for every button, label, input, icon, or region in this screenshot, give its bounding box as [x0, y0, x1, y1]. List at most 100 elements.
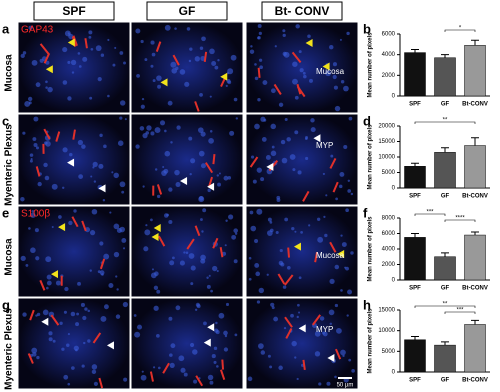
- nucleus: [269, 365, 273, 369]
- nucleus: [254, 63, 257, 66]
- bar: [464, 145, 486, 189]
- nucleus: [46, 280, 52, 286]
- red-signal: [162, 362, 170, 374]
- nucleus: [73, 209, 77, 213]
- nucleus: [267, 217, 272, 222]
- nucleus: [339, 38, 342, 41]
- red-signal: [204, 162, 214, 174]
- bar: [404, 52, 426, 97]
- nucleus: [294, 230, 297, 233]
- nucleus: [48, 337, 53, 342]
- nucleus: [30, 212, 36, 218]
- nucleus: [345, 208, 349, 213]
- nucleus: [80, 302, 85, 308]
- nucleus: [88, 35, 92, 39]
- nucleus: [250, 45, 253, 48]
- nucleus: [27, 96, 33, 102]
- nucleus: [103, 253, 110, 260]
- nucleus: [335, 197, 338, 201]
- panel-letter: f: [363, 205, 368, 220]
- nucleus: [113, 251, 120, 258]
- nucleus: [78, 65, 82, 68]
- nucleus: [116, 288, 119, 291]
- nucleus: [45, 80, 48, 84]
- nucleus: [297, 303, 300, 307]
- nucleus: [185, 251, 189, 255]
- nucleus: [282, 29, 286, 33]
- nucleus: [211, 354, 216, 359]
- nucleus: [169, 260, 175, 266]
- nucleus: [145, 131, 150, 135]
- nucleus: [112, 63, 116, 67]
- nucleus: [227, 80, 232, 85]
- red-signal: [98, 377, 104, 389]
- nucleus: [119, 51, 124, 55]
- y-tick-label: 0: [392, 370, 396, 376]
- nucleus: [77, 281, 81, 286]
- nucleus: [230, 54, 237, 61]
- red-signal: [72, 129, 76, 140]
- nucleus: [87, 339, 91, 343]
- red-signal: [39, 279, 46, 291]
- arrowhead: [203, 338, 211, 347]
- nucleus: [286, 265, 291, 270]
- nucleus: [20, 255, 26, 261]
- nucleus: [223, 330, 228, 336]
- nucleus: [45, 141, 51, 147]
- nucleus: [179, 260, 185, 266]
- nucleus: [258, 343, 264, 349]
- nucleus: [299, 68, 304, 73]
- nucleus: [209, 48, 215, 55]
- nucleus: [156, 194, 161, 199]
- nucleus: [346, 314, 349, 317]
- nucleus: [67, 96, 72, 101]
- nucleus: [206, 284, 211, 289]
- row-label: Mucosa: [4, 54, 15, 92]
- nucleus: [225, 219, 228, 222]
- nucleus: [275, 230, 279, 235]
- nucleus: [172, 256, 175, 260]
- nucleus: [37, 181, 42, 187]
- arrowhead: [180, 176, 188, 185]
- red-signal: [219, 246, 224, 258]
- nucleus: [319, 316, 325, 321]
- nucleus: [167, 100, 173, 106]
- nucleus: [119, 100, 126, 106]
- nucleus: [226, 72, 230, 75]
- nucleus: [133, 314, 137, 317]
- nucleus: [225, 84, 228, 88]
- nucleus: [122, 247, 126, 250]
- bar: [464, 45, 486, 97]
- nucleus: [87, 309, 91, 313]
- nucleus: [81, 364, 85, 368]
- red-signal: [284, 274, 294, 286]
- nucleus: [75, 348, 78, 352]
- nucleus: [209, 380, 214, 385]
- nucleus: [28, 227, 31, 230]
- nucleus: [267, 354, 271, 358]
- nucleus: [71, 366, 75, 370]
- red-signal: [302, 359, 306, 371]
- significance-label: ****: [455, 216, 465, 222]
- nucleus: [156, 289, 161, 294]
- bar: [404, 166, 426, 189]
- bar: [434, 57, 456, 97]
- nucleus: [276, 198, 281, 203]
- error-bar: [441, 341, 449, 346]
- nucleus: [43, 162, 48, 168]
- red-signal: [35, 166, 41, 177]
- nucleus: [279, 248, 283, 253]
- nucleus: [334, 375, 337, 379]
- significance-label: ***: [426, 210, 434, 216]
- nucleus: [20, 196, 25, 202]
- nucleus: [111, 171, 114, 174]
- nucleus: [310, 127, 316, 133]
- nucleus: [170, 141, 173, 144]
- nucleus: [51, 183, 58, 190]
- nucleus: [46, 274, 52, 280]
- nucleus: [310, 118, 315, 123]
- nucleus: [233, 228, 239, 233]
- arrowhead: [98, 184, 106, 193]
- nucleus: [247, 376, 253, 382]
- nucleus: [322, 331, 328, 337]
